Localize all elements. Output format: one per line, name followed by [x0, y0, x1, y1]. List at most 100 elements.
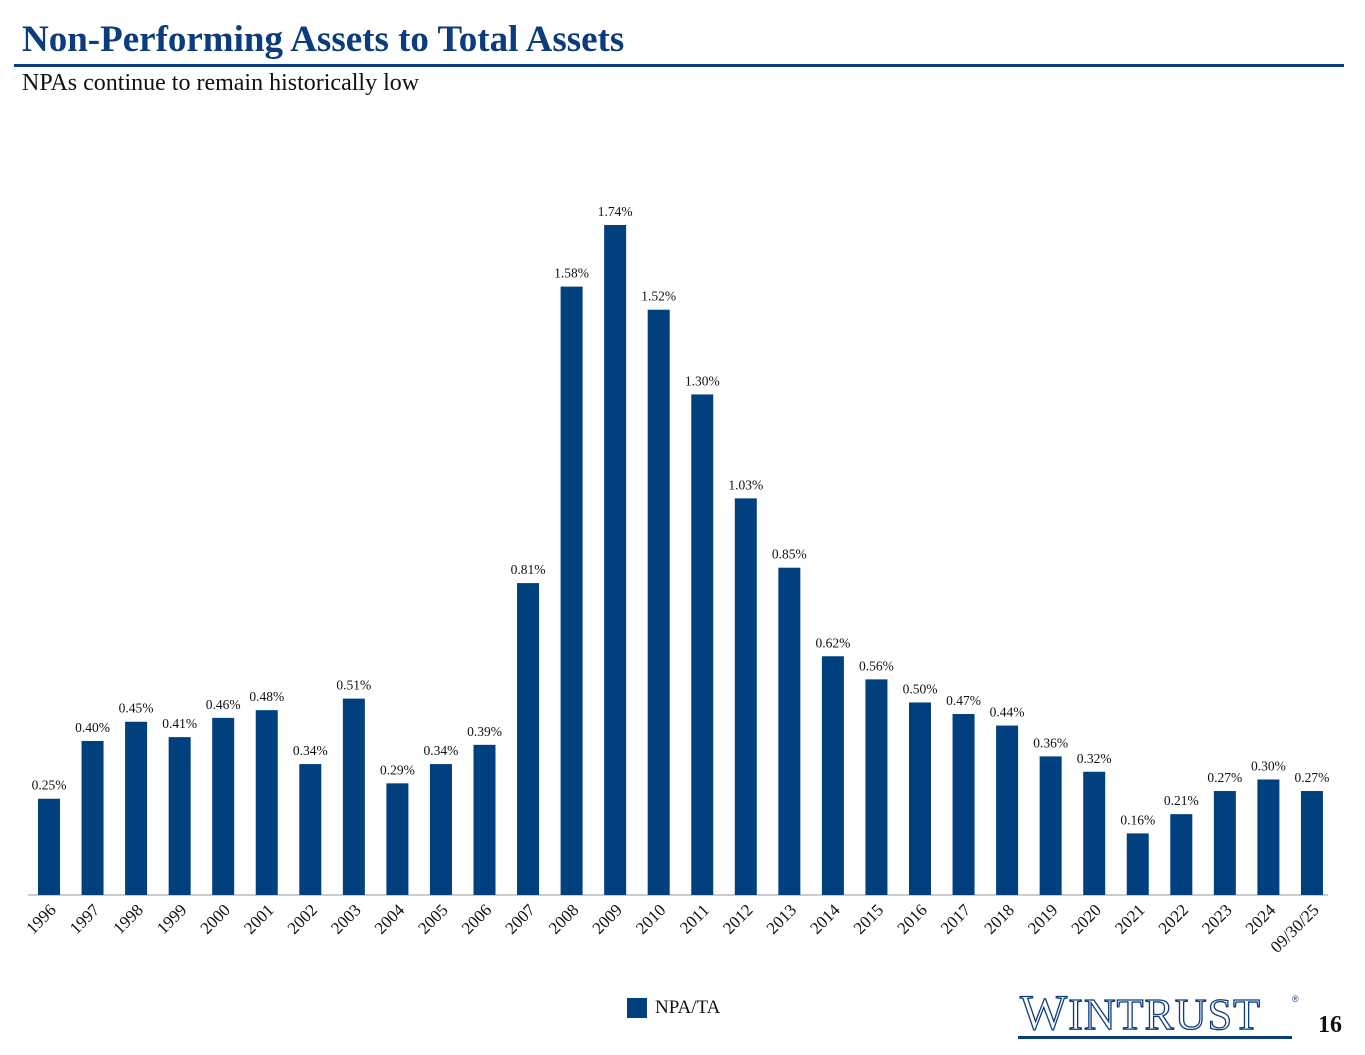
x-tick-label: 2003 — [327, 900, 364, 937]
page-subtitle: NPAs continue to remain historically low — [22, 70, 420, 96]
bar-value-label: 0.36% — [1033, 735, 1068, 750]
x-tick-label: 2004 — [371, 900, 409, 938]
bar-2022 — [1170, 814, 1193, 895]
bar-value-label: 0.50% — [903, 681, 938, 696]
x-tick-label: 2015 — [850, 900, 887, 937]
x-tick-label: 2007 — [501, 900, 539, 938]
bar-2002 — [299, 764, 322, 895]
bar-2013 — [778, 567, 801, 895]
x-tick-label: 2006 — [458, 900, 495, 937]
bar-value-label: 1.58% — [554, 266, 589, 281]
x-tick-label: 1998 — [109, 900, 146, 937]
bar-2017 — [952, 714, 975, 895]
legend-label: NPA/TA — [655, 997, 721, 1018]
bar-2019 — [1039, 756, 1062, 895]
bar-value-label: 1.30% — [685, 373, 720, 388]
bar-2004 — [386, 783, 409, 895]
bar-value-label: 0.25% — [32, 778, 67, 793]
bar-2010 — [647, 309, 670, 896]
x-tick-labels-group: 1996 1997 1998 1999 2000 2001 2002 2003 2004 2005… — [22, 900, 1322, 957]
bar-value-label: 1.74% — [598, 204, 633, 219]
bar-2007 — [517, 583, 540, 895]
x-tick-label: 2021 — [1111, 900, 1148, 937]
bar-labels-group: 0.25% 0.40% 0.45% 0.41% 0.46% 0.48% 0.34% 0.51%… — [32, 204, 1330, 827]
x-tick-label: 2008 — [545, 900, 582, 937]
bar-2015 — [865, 679, 888, 895]
legend: NPA/TA — [627, 997, 720, 1019]
bar-value-label: 1.52% — [641, 289, 676, 304]
bar-2023 — [1213, 791, 1236, 895]
bar-1997 — [81, 740, 104, 895]
bar-value-label: 0.34% — [424, 743, 459, 758]
bar-09-30-25 — [1300, 791, 1323, 895]
x-tick-label: 2016 — [893, 900, 930, 937]
legend-swatch — [627, 998, 647, 1018]
bar-2003 — [342, 698, 365, 895]
bar-value-label: 0.16% — [1120, 812, 1155, 827]
x-tick-label: 2012 — [719, 900, 756, 937]
bar-value-label: 0.48% — [249, 689, 284, 704]
bar-2009 — [604, 225, 627, 895]
bar-2005 — [429, 764, 452, 895]
bar-value-label: 0.32% — [1077, 751, 1112, 766]
x-tick-label: 2022 — [1155, 900, 1192, 937]
page-title: Non-Performing Assets to Total Assets — [22, 19, 625, 60]
x-tick-label: 1999 — [153, 900, 190, 937]
bar-2024 — [1257, 779, 1280, 895]
bar-2021 — [1126, 833, 1149, 895]
x-tick-label: 2018 — [980, 900, 1017, 937]
logo-underline — [1018, 1036, 1292, 1039]
x-tick-label: 1997 — [66, 900, 104, 938]
x-tick-label: 1996 — [22, 900, 59, 937]
bar-2008 — [560, 286, 583, 895]
x-tick-label: 2011 — [676, 900, 713, 937]
bar-value-label: 0.44% — [990, 705, 1025, 720]
bar-value-label: 0.30% — [1251, 758, 1286, 773]
x-tick-label: 2014 — [806, 900, 844, 938]
logo-wordmark: WINTRUST — [1019, 984, 1261, 1040]
x-tick-label: 2024 — [1242, 900, 1280, 938]
bar-value-label: 0.51% — [336, 678, 371, 693]
title-divider — [14, 64, 1344, 67]
bar-value-label: 0.27% — [1207, 770, 1242, 785]
bar-value-label: 0.47% — [946, 693, 981, 708]
bar-1996 — [38, 798, 60, 895]
bar-value-label: 0.40% — [75, 720, 110, 735]
bar-value-label: 0.29% — [380, 762, 415, 777]
x-tick-label: 2023 — [1198, 900, 1235, 937]
bar-value-label: 0.85% — [772, 547, 807, 562]
x-tick-label: 2002 — [284, 900, 321, 937]
bar-2020 — [1083, 771, 1106, 895]
x-tick-label: 2013 — [763, 900, 800, 937]
bar-2001 — [255, 710, 278, 895]
x-tick-label: 2000 — [197, 900, 234, 937]
bar-2018 — [996, 725, 1019, 895]
x-tick-label: 2017 — [937, 900, 975, 938]
bar-value-label: 0.21% — [1164, 793, 1199, 808]
x-tick-label: 2020 — [1068, 900, 1105, 937]
bar-2016 — [909, 702, 931, 895]
bar-value-label: 0.27% — [1295, 770, 1330, 785]
bar-value-label: 0.39% — [467, 724, 502, 739]
bar-2000 — [212, 717, 235, 895]
bar-2011 — [691, 394, 714, 895]
wintrust-logo: WINTRUST ® — [1018, 984, 1299, 1042]
bar-1998 — [125, 721, 148, 895]
x-tick-label: 2009 — [589, 900, 626, 937]
page-number: 16 — [1318, 1012, 1342, 1038]
logo-registered-mark: ® — [1292, 994, 1299, 1004]
bar-value-label: 0.56% — [859, 658, 894, 673]
bars-group — [38, 225, 1323, 896]
x-tick-label: 2001 — [240, 900, 277, 937]
bar-value-label: 0.34% — [293, 743, 328, 758]
bar-1999 — [168, 737, 191, 895]
x-tick-label: 09/30/25 — [1267, 900, 1323, 956]
bar-value-label: 0.46% — [206, 697, 241, 712]
bar-value-label: 0.45% — [119, 701, 154, 716]
bar-value-label: 0.62% — [815, 635, 850, 650]
x-tick-label: 2019 — [1024, 900, 1061, 937]
bar-2006 — [473, 744, 496, 895]
bar-value-label: 0.81% — [511, 562, 546, 577]
x-tick-label: 2005 — [414, 900, 451, 937]
